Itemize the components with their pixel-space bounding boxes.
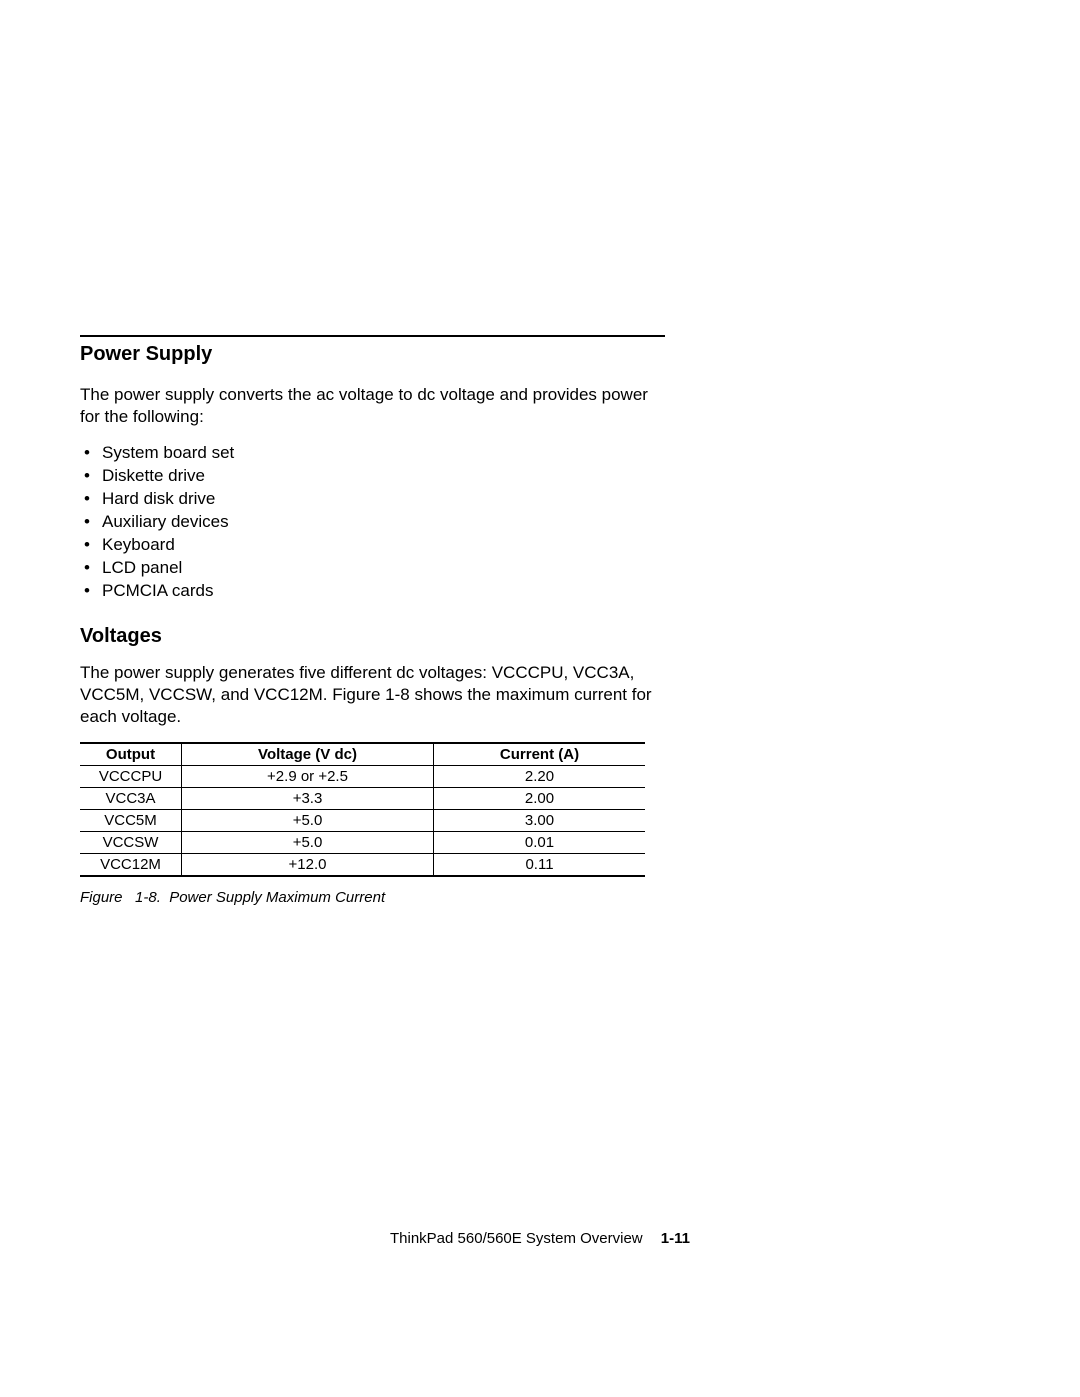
- table-cell: +2.9 or +2.5: [182, 766, 434, 788]
- list-item: PCMCIA cards: [102, 580, 665, 603]
- table-row: VCCSW +5.0 0.01: [80, 832, 645, 854]
- table-cell: VCC3A: [80, 788, 182, 810]
- voltage-table: Output Voltage (V dc) Current (A) VCCCPU…: [80, 742, 645, 877]
- subsection-heading: Voltages: [80, 625, 665, 648]
- footer-page-number: 1-11: [661, 1230, 690, 1247]
- list-item: Diskette drive: [102, 465, 665, 488]
- table-header-voltage: Voltage (V dc): [182, 743, 434, 766]
- table-cell: +5.0: [182, 832, 434, 854]
- table-row: VCC12M +12.0 0.11: [80, 854, 645, 877]
- list-item: Hard disk drive: [102, 488, 665, 511]
- table-cell: 3.00: [434, 810, 646, 832]
- list-item: System board set: [102, 442, 665, 465]
- voltages-paragraph: The power supply generates five differen…: [80, 662, 665, 728]
- section-rule: [80, 335, 665, 337]
- table-cell: 0.01: [434, 832, 646, 854]
- content-column: Power Supply The power supply converts t…: [80, 335, 665, 906]
- table-row: VCC3A +3.3 2.00: [80, 788, 645, 810]
- section-heading: Power Supply: [80, 343, 665, 366]
- table-cell: 2.00: [434, 788, 646, 810]
- document-page: Power Supply The power supply converts t…: [0, 0, 1080, 1397]
- list-item: Auxiliary devices: [102, 511, 665, 534]
- list-item: LCD panel: [102, 557, 665, 580]
- table-cell: VCCCPU: [80, 766, 182, 788]
- table-cell: VCC5M: [80, 810, 182, 832]
- intro-paragraph: The power supply converts the ac voltage…: [80, 384, 665, 428]
- table-cell: +3.3: [182, 788, 434, 810]
- table-row: VCC5M +5.0 3.00: [80, 810, 645, 832]
- table-cell: +12.0: [182, 854, 434, 877]
- table-cell: VCCSW: [80, 832, 182, 854]
- table-row: VCCCPU +2.9 or +2.5 2.20: [80, 766, 645, 788]
- footer-text: ThinkPad 560/560E System Overview: [390, 1230, 643, 1247]
- table-cell: +5.0: [182, 810, 434, 832]
- list-item: Keyboard: [102, 534, 665, 557]
- table-cell: 0.11: [434, 854, 646, 877]
- figure-caption: Figure 1-8. Power Supply Maximum Current: [80, 889, 665, 906]
- table-header-row: Output Voltage (V dc) Current (A): [80, 743, 645, 766]
- table-header-output: Output: [80, 743, 182, 766]
- power-bullet-list: System board set Diskette drive Hard dis…: [80, 442, 665, 603]
- table-cell: VCC12M: [80, 854, 182, 877]
- table-header-current: Current (A): [434, 743, 646, 766]
- page-footer: ThinkPad 560/560E System Overview 1-11: [0, 1230, 1080, 1247]
- table-cell: 2.20: [434, 766, 646, 788]
